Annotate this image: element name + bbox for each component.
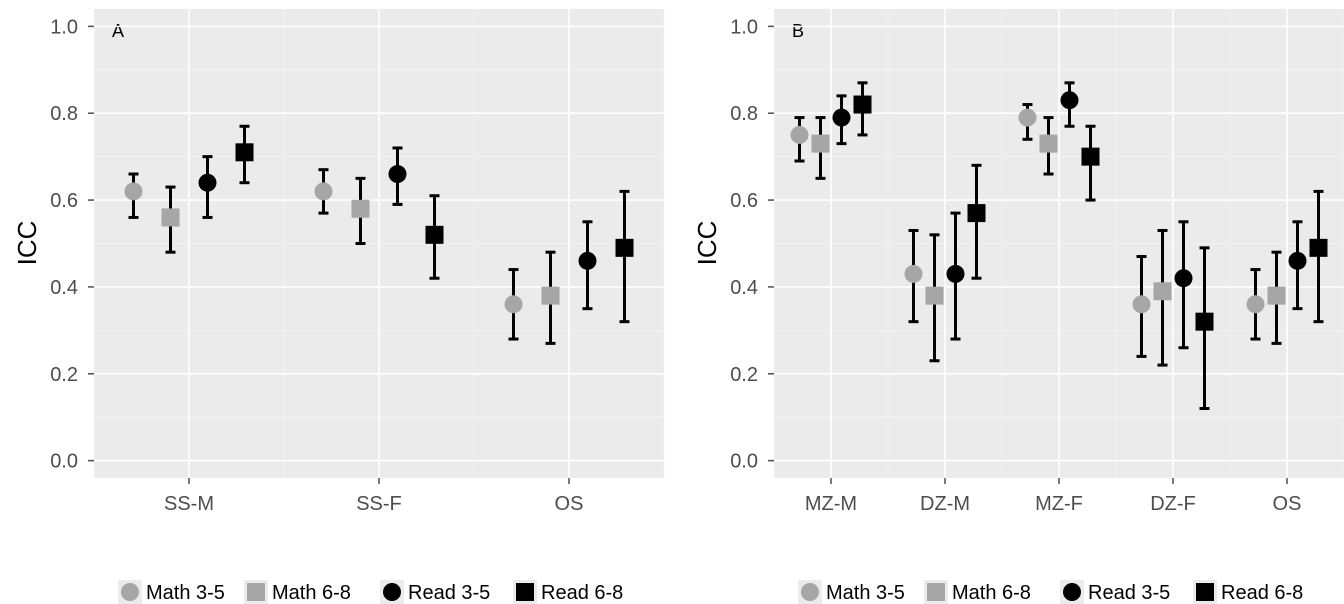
- panel-b-point-circle: [1288, 251, 1307, 270]
- panel-a-point-circle: [314, 182, 333, 201]
- legend-label: Read 6-8: [1221, 582, 1303, 604]
- panel-a-y-tick-label: 0.8: [50, 103, 78, 125]
- panel-a-point-square: [541, 286, 560, 305]
- legend-key-square: [516, 583, 534, 601]
- legend-label: Math 6-8: [952, 582, 1031, 604]
- panel-b-point-circle: [832, 108, 851, 127]
- legend-key-circle: [1063, 583, 1081, 601]
- panel-b-tag: B: [792, 21, 804, 41]
- legend-key-circle: [121, 583, 139, 601]
- panel-b-x-tick-label: MZ-F: [1035, 493, 1083, 515]
- panel-a-y-tick-label: 0.2: [50, 364, 78, 386]
- panel-b: B ICC 0.0 0.2 0.4 0.6 0.8 1.0 MZ-M DZ-M MZ-F DZ-F…: [692, 9, 1344, 515]
- panel-b-point-square: [1081, 147, 1100, 166]
- panel-b-point-circle: [1132, 295, 1151, 314]
- panel-b-y-axis-title: ICC: [692, 221, 722, 266]
- panel-a-point-circle: [124, 182, 143, 201]
- legend-left: Math 3-5 Math 6-8 Read 3-5 Read 6-8: [118, 580, 623, 604]
- panel-b-point-square: [1267, 286, 1286, 305]
- panel-b-y-tick-label: 0.8: [730, 103, 758, 125]
- panel-a-point-circle: [578, 251, 597, 270]
- panel-b-point-square: [925, 286, 944, 305]
- panel-b-point-square: [811, 134, 830, 153]
- panel-b-point-circle: [1246, 295, 1265, 314]
- panel-a-x-tick-label: OS: [555, 493, 584, 515]
- legend-key-square: [1196, 583, 1214, 601]
- legend-label: Read 3-5: [1088, 582, 1170, 604]
- panel-b-point-square: [1153, 282, 1172, 301]
- panel-a-point-circle: [388, 165, 407, 184]
- panel-a-y-tick-label: 0.4: [50, 277, 78, 299]
- panel-b-x-tick-label: DZ-F: [1150, 493, 1196, 515]
- panel-b-point-square: [1309, 238, 1328, 257]
- legend-right: Math 3-5 Math 6-8 Read 3-5 Read 6-8: [798, 580, 1303, 604]
- legend-key-circle: [801, 583, 819, 601]
- panel-b-point-square: [967, 204, 986, 223]
- panel-a-point-square: [615, 238, 634, 257]
- panel-b-y-tick-label: 1.0: [730, 16, 758, 38]
- legend-key-square: [247, 583, 265, 601]
- legend-key-circle: [383, 583, 401, 601]
- panel-a-point-square: [351, 199, 370, 218]
- panel-b-point-circle: [1060, 91, 1079, 110]
- panel-b-point-square: [853, 95, 872, 114]
- legend-label: Read 6-8: [541, 582, 623, 604]
- legend-key-square: [927, 583, 945, 601]
- panel-b-point-circle: [904, 264, 923, 283]
- panel-b-x-tick-label: DZ-M: [920, 493, 970, 515]
- panel-a-y-tick-label: 0.6: [50, 190, 78, 212]
- panel-a-point-square: [425, 225, 444, 244]
- legend-label: Math 3-5: [146, 582, 225, 604]
- panel-b-x-tick-label: OS: [1273, 493, 1302, 515]
- panel-b-y-tick-label: 0.6: [730, 190, 758, 212]
- panel-a-tag: A: [112, 21, 124, 41]
- legend-label: Math 6-8: [272, 582, 351, 604]
- panel-a-x-tick-label: SS-F: [356, 493, 402, 515]
- panel-b-point-circle: [1018, 108, 1037, 127]
- panel-a-y-axis-title: ICC: [12, 221, 42, 266]
- panel-b-x-tick-label: MZ-M: [805, 493, 857, 515]
- panel-a-x-tick-label: SS-M: [164, 493, 214, 515]
- panel-a: A ICC 0.0 0.2 0.4 0.6 0.8 1.0 SS-M SS-F OS: [12, 9, 665, 515]
- panel-a-y-tick-label: 0.0: [50, 451, 78, 473]
- panel-b-point-square: [1195, 312, 1214, 331]
- panel-a-point-square: [235, 143, 254, 162]
- panel-b-y-tick-label: 0.0: [730, 451, 758, 473]
- panel-b-point-circle: [790, 125, 809, 144]
- legend-label: Math 3-5: [826, 582, 905, 604]
- panel-b-y-tick-label: 0.4: [730, 277, 758, 299]
- panel-b-point-circle: [946, 264, 965, 283]
- panel-a-point-circle: [198, 173, 217, 192]
- panel-b-point-square: [1039, 134, 1058, 153]
- legend-label: Read 3-5: [408, 582, 490, 604]
- panel-a-y-tick-label: 1.0: [50, 16, 78, 38]
- panel-a-point-square: [161, 208, 180, 227]
- panel-b-point-circle: [1174, 269, 1193, 288]
- panel-a-point-circle: [504, 295, 523, 314]
- panel-b-y-tick-label: 0.2: [730, 364, 758, 386]
